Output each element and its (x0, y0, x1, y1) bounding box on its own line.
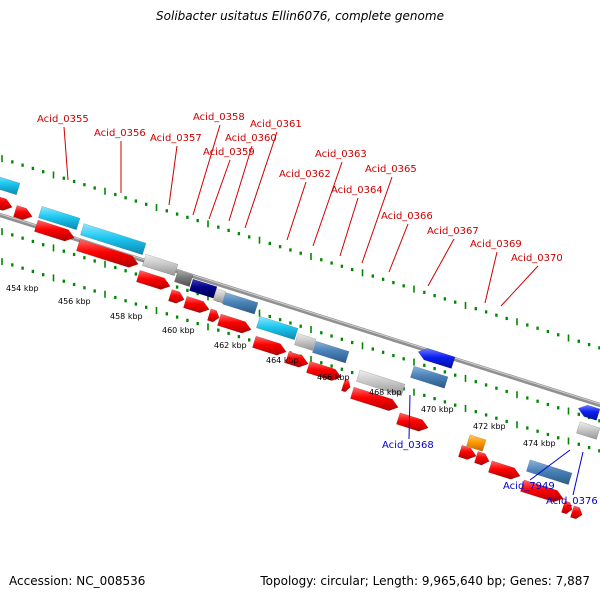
scale-tick-label: 468 kbp (369, 388, 402, 397)
cds-block (38, 205, 81, 231)
scale-tick-label: 454 kbp (6, 284, 39, 293)
forward-gene-arrow (520, 479, 564, 503)
forward-gene-arrow (570, 505, 583, 520)
accession-text: Accession: NC_008536 (9, 574, 146, 588)
gene-label-leader (286, 181, 307, 241)
forward-tick-row (1, 155, 600, 350)
gene-label-leader (388, 223, 409, 273)
gene-label-acid-0376: Acid_0376 (546, 496, 598, 507)
gene-label-acid-0369: Acid_0369 (470, 239, 522, 250)
forward-gene-arrow (474, 451, 490, 466)
forward-gene-arrow (13, 205, 33, 221)
forward-gene-arrow (168, 289, 185, 304)
gene-label-leader (529, 449, 571, 481)
reverse-gene-arrow (577, 404, 600, 421)
cds-block (174, 270, 194, 287)
forward-gene-arrow (285, 351, 309, 368)
scale-tick-label: 466 kbp (317, 373, 350, 382)
gene-label-leader (63, 126, 69, 181)
gene-label-acid-0358: Acid_0358 (193, 112, 245, 123)
cds-block (466, 434, 487, 452)
gene-label-acid-0368: Acid_0368 (382, 440, 434, 451)
forward-gene-arrow (34, 219, 75, 242)
forward-gene-arrow (396, 412, 429, 432)
gene-label-acid-0360: Acid_0360 (225, 133, 277, 144)
gene-label-leader (192, 124, 221, 216)
forward-gene-arrow (136, 269, 171, 290)
cds-block (256, 315, 299, 341)
gene-label-leader (427, 238, 455, 287)
gene-label-acid-0362: Acid_0362 (279, 169, 331, 180)
genome-summary-text: Topology: circular; Length: 9,965,640 bp… (260, 574, 590, 588)
scale-tick-label: 456 kbp (58, 297, 91, 306)
gene-label-acid-7949: Acid_7949 (503, 481, 555, 492)
cds-block (294, 333, 317, 351)
gene-label-acid-0363: Acid_0363 (315, 149, 367, 160)
forward-gene-arrow (488, 460, 521, 480)
cds-block (0, 176, 21, 196)
scale-tick-label: 474 kbp (523, 439, 556, 448)
gene-label-leader (244, 131, 278, 229)
cds-block (142, 253, 179, 277)
gene-label-acid-0359: Acid_0359 (203, 147, 255, 158)
scale-tick-label: 458 kbp (110, 312, 143, 321)
forward-gene-arrow (183, 295, 210, 314)
reverse-cds-block (410, 365, 449, 389)
forward-gene-arrow (306, 360, 342, 381)
gene-label-leader (168, 145, 178, 206)
forward-gene-arrow (561, 500, 573, 515)
forward-gene-arrow (458, 444, 477, 460)
gene-label-leader (572, 451, 584, 496)
scale-tick-label: 464 kbp (266, 356, 299, 365)
cds-block (356, 369, 406, 397)
forward-gene-arrow (350, 386, 399, 411)
scale-tick-label: 470 kbp (421, 405, 454, 414)
gene-label-acid-0355: Acid_0355 (37, 114, 89, 125)
gene-label-leader (361, 176, 393, 264)
gene-label-leader (484, 251, 498, 304)
gene-label-acid-0361: Acid_0361 (250, 119, 302, 130)
gene-label-acid-0365: Acid_0365 (365, 164, 417, 175)
gene-label-acid-0366: Acid_0366 (381, 211, 433, 222)
forward-gene-arrow (76, 238, 139, 268)
gene-label-leader (312, 161, 343, 247)
forward-gene-arrow (0, 196, 13, 211)
forward-gene-arrow (341, 378, 351, 393)
forward-gene-arrow (252, 335, 287, 356)
gene-label-acid-0364: Acid_0364 (331, 185, 383, 196)
map-title: Solibacter usitatus Ellin6076, complete … (156, 9, 444, 23)
forward-gene-arrow (217, 313, 252, 334)
reverse-tick-row (1, 228, 600, 423)
gene-label-leader (208, 159, 231, 220)
gene-label-acid-0357: Acid_0357 (150, 133, 202, 144)
reverse-cds-block (576, 421, 600, 440)
gene-label-acid-0356: Acid_0356 (94, 128, 146, 139)
cds-block (80, 223, 147, 256)
cds-block (189, 278, 218, 299)
gene-label-leader (500, 265, 539, 307)
gene-label-acid-0370: Acid_0370 (511, 253, 563, 264)
forward-gene-arrow (207, 308, 220, 323)
scale-tick-label: 472 kbp (473, 422, 506, 431)
gene-label-leader (408, 394, 411, 440)
gene-label-leader (339, 197, 359, 257)
gene-label-leader (228, 145, 253, 222)
cds-block (526, 459, 573, 485)
cds-block (213, 288, 227, 304)
scale-tick-label: 460 kbp (162, 326, 195, 335)
cds-block (222, 292, 259, 315)
gene-label-acid-0367: Acid_0367 (427, 226, 479, 237)
reverse-gene-arrow (417, 348, 456, 369)
scale-tick-label: 462 kbp (214, 341, 247, 350)
cds-block (312, 340, 350, 364)
